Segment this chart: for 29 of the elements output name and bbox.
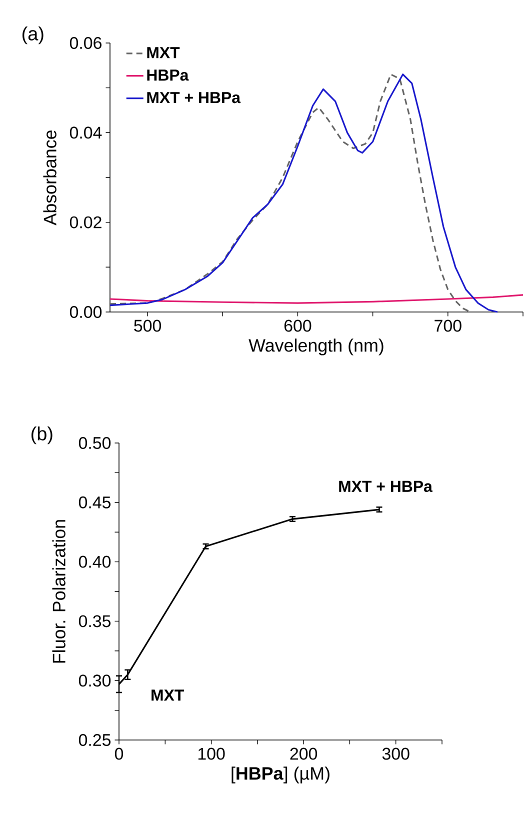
y-tick-label: 0.35 <box>78 615 111 628</box>
y-tick-label: 0.04 <box>70 126 102 139</box>
y-tick-label: 0.25 <box>78 734 111 746</box>
y-tick-label: 0.50 <box>78 437 111 449</box>
chart-title: (a) <box>22 26 44 44</box>
annotation: MXT + HBPa <box>339 480 433 492</box>
legend-label: MXT + HBPa <box>147 92 241 104</box>
x-tick-label: 500 <box>134 320 162 332</box>
line-series <box>109 294 524 304</box>
x-tick-label: 0 <box>114 748 124 760</box>
x-tick-label: 100 <box>198 748 225 760</box>
y-tick-label: 0.02 <box>70 216 102 228</box>
y-axis-title: Absorbance <box>43 130 56 226</box>
legend-label: MXT <box>147 47 180 58</box>
y-tick-label: 0.45 <box>78 496 111 508</box>
y-tick-label: 0.30 <box>78 674 111 687</box>
chart-title: (b) <box>32 426 52 444</box>
x-tick-label: 200 <box>290 748 318 760</box>
x-axis-title: [HBPa] (µM) <box>232 766 330 784</box>
y-axis-title: Fluor. Polarization <box>52 520 66 663</box>
legend-label: HBPa <box>147 70 189 81</box>
x-tick-label: 700 <box>434 320 462 332</box>
x-tick-label: 300 <box>382 748 410 760</box>
annotation: MXT <box>152 690 184 701</box>
y-tick-label: 0.00 <box>70 306 102 318</box>
y-tick-label: 0.06 <box>70 36 102 49</box>
x-axis-title: Wavelength (nm) <box>248 338 384 356</box>
x-tick-label: 600 <box>284 320 312 332</box>
y-tick-label: 0.40 <box>78 556 111 568</box>
